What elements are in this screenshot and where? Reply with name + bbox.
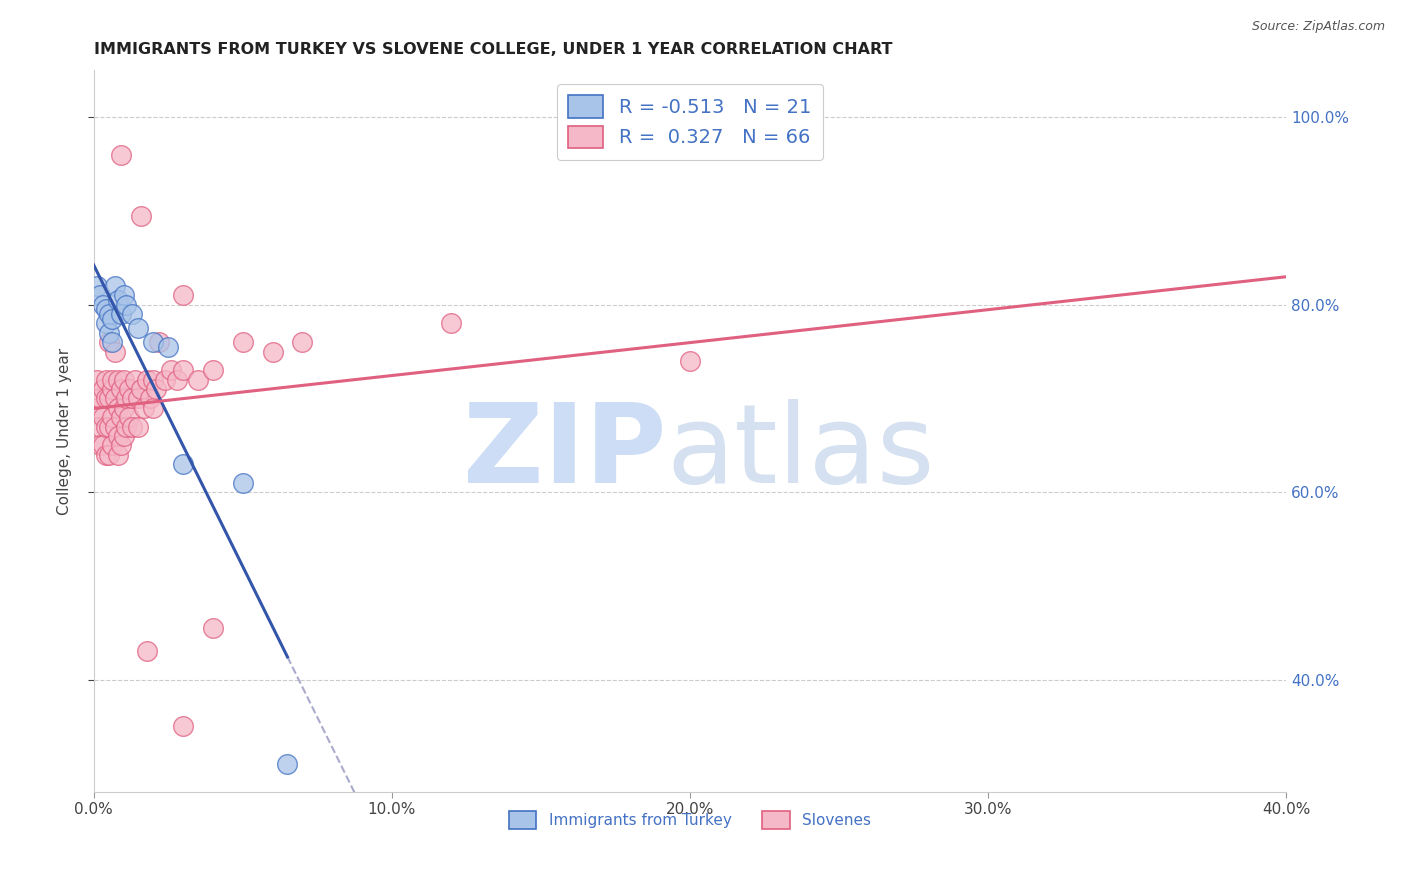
Point <box>107 401 129 415</box>
Point <box>172 288 194 302</box>
Point <box>100 382 122 396</box>
Point <box>121 419 143 434</box>
Point <box>157 340 180 354</box>
Point <box>110 382 132 396</box>
Point <box>118 410 141 425</box>
Point <box>91 438 114 452</box>
Point <box>160 363 183 377</box>
Point <box>86 401 108 415</box>
Point <box>107 448 129 462</box>
Point <box>94 373 117 387</box>
Point <box>112 429 135 443</box>
Point <box>440 317 463 331</box>
Point <box>121 392 143 406</box>
Point <box>97 419 120 434</box>
Point <box>127 392 149 406</box>
Point <box>97 448 120 462</box>
Point <box>115 419 138 434</box>
Point <box>172 363 194 377</box>
Point <box>86 373 108 387</box>
Point <box>124 373 146 387</box>
Text: Source: ZipAtlas.com: Source: ZipAtlas.com <box>1251 20 1385 33</box>
Point <box>91 298 114 312</box>
Point <box>89 438 111 452</box>
Point <box>679 354 702 368</box>
Point <box>112 401 135 415</box>
Point <box>187 373 209 387</box>
Point <box>110 438 132 452</box>
Point <box>134 401 156 415</box>
Point <box>127 321 149 335</box>
Point <box>276 756 298 771</box>
Point <box>232 475 254 490</box>
Point <box>155 373 177 387</box>
Point <box>107 293 129 307</box>
Point <box>115 298 138 312</box>
Point <box>121 307 143 321</box>
Point <box>115 392 138 406</box>
Point <box>89 419 111 434</box>
Point <box>201 621 224 635</box>
Point <box>103 419 125 434</box>
Point <box>262 344 284 359</box>
Point <box>131 382 153 396</box>
Point <box>91 410 114 425</box>
Point <box>139 392 162 406</box>
Legend: Immigrants from Turkey, Slovenes: Immigrants from Turkey, Slovenes <box>503 805 877 835</box>
Point <box>94 419 117 434</box>
Point <box>97 335 120 350</box>
Point <box>89 288 111 302</box>
Point <box>112 373 135 387</box>
Point <box>103 392 125 406</box>
Point <box>201 363 224 377</box>
Point <box>172 457 194 471</box>
Point <box>103 344 125 359</box>
Point <box>127 419 149 434</box>
Point <box>145 382 167 396</box>
Point <box>148 335 170 350</box>
Point <box>142 335 165 350</box>
Point <box>142 373 165 387</box>
Point <box>100 438 122 452</box>
Text: IMMIGRANTS FROM TURKEY VS SLOVENE COLLEGE, UNDER 1 YEAR CORRELATION CHART: IMMIGRANTS FROM TURKEY VS SLOVENE COLLEG… <box>94 42 893 57</box>
Point <box>97 392 120 406</box>
Point <box>91 382 114 396</box>
Point <box>136 373 159 387</box>
Point <box>94 302 117 317</box>
Point <box>94 317 117 331</box>
Point <box>97 307 120 321</box>
Y-axis label: College, Under 1 year: College, Under 1 year <box>58 348 72 515</box>
Point <box>97 326 120 340</box>
Point <box>118 382 141 396</box>
Point <box>172 719 194 733</box>
Point <box>100 410 122 425</box>
Point <box>232 335 254 350</box>
Point <box>131 209 153 223</box>
Point <box>166 373 188 387</box>
Point <box>100 373 122 387</box>
Text: atlas: atlas <box>666 400 935 507</box>
Point <box>89 392 111 406</box>
Text: ZIP: ZIP <box>463 400 666 507</box>
Point <box>110 307 132 321</box>
Point <box>110 147 132 161</box>
Point <box>94 448 117 462</box>
Point <box>94 392 117 406</box>
Point <box>107 373 129 387</box>
Point <box>110 410 132 425</box>
Point <box>136 644 159 658</box>
Point <box>86 279 108 293</box>
Point <box>112 288 135 302</box>
Point <box>291 335 314 350</box>
Point <box>103 279 125 293</box>
Point <box>100 311 122 326</box>
Point <box>142 401 165 415</box>
Point <box>107 429 129 443</box>
Point <box>100 335 122 350</box>
